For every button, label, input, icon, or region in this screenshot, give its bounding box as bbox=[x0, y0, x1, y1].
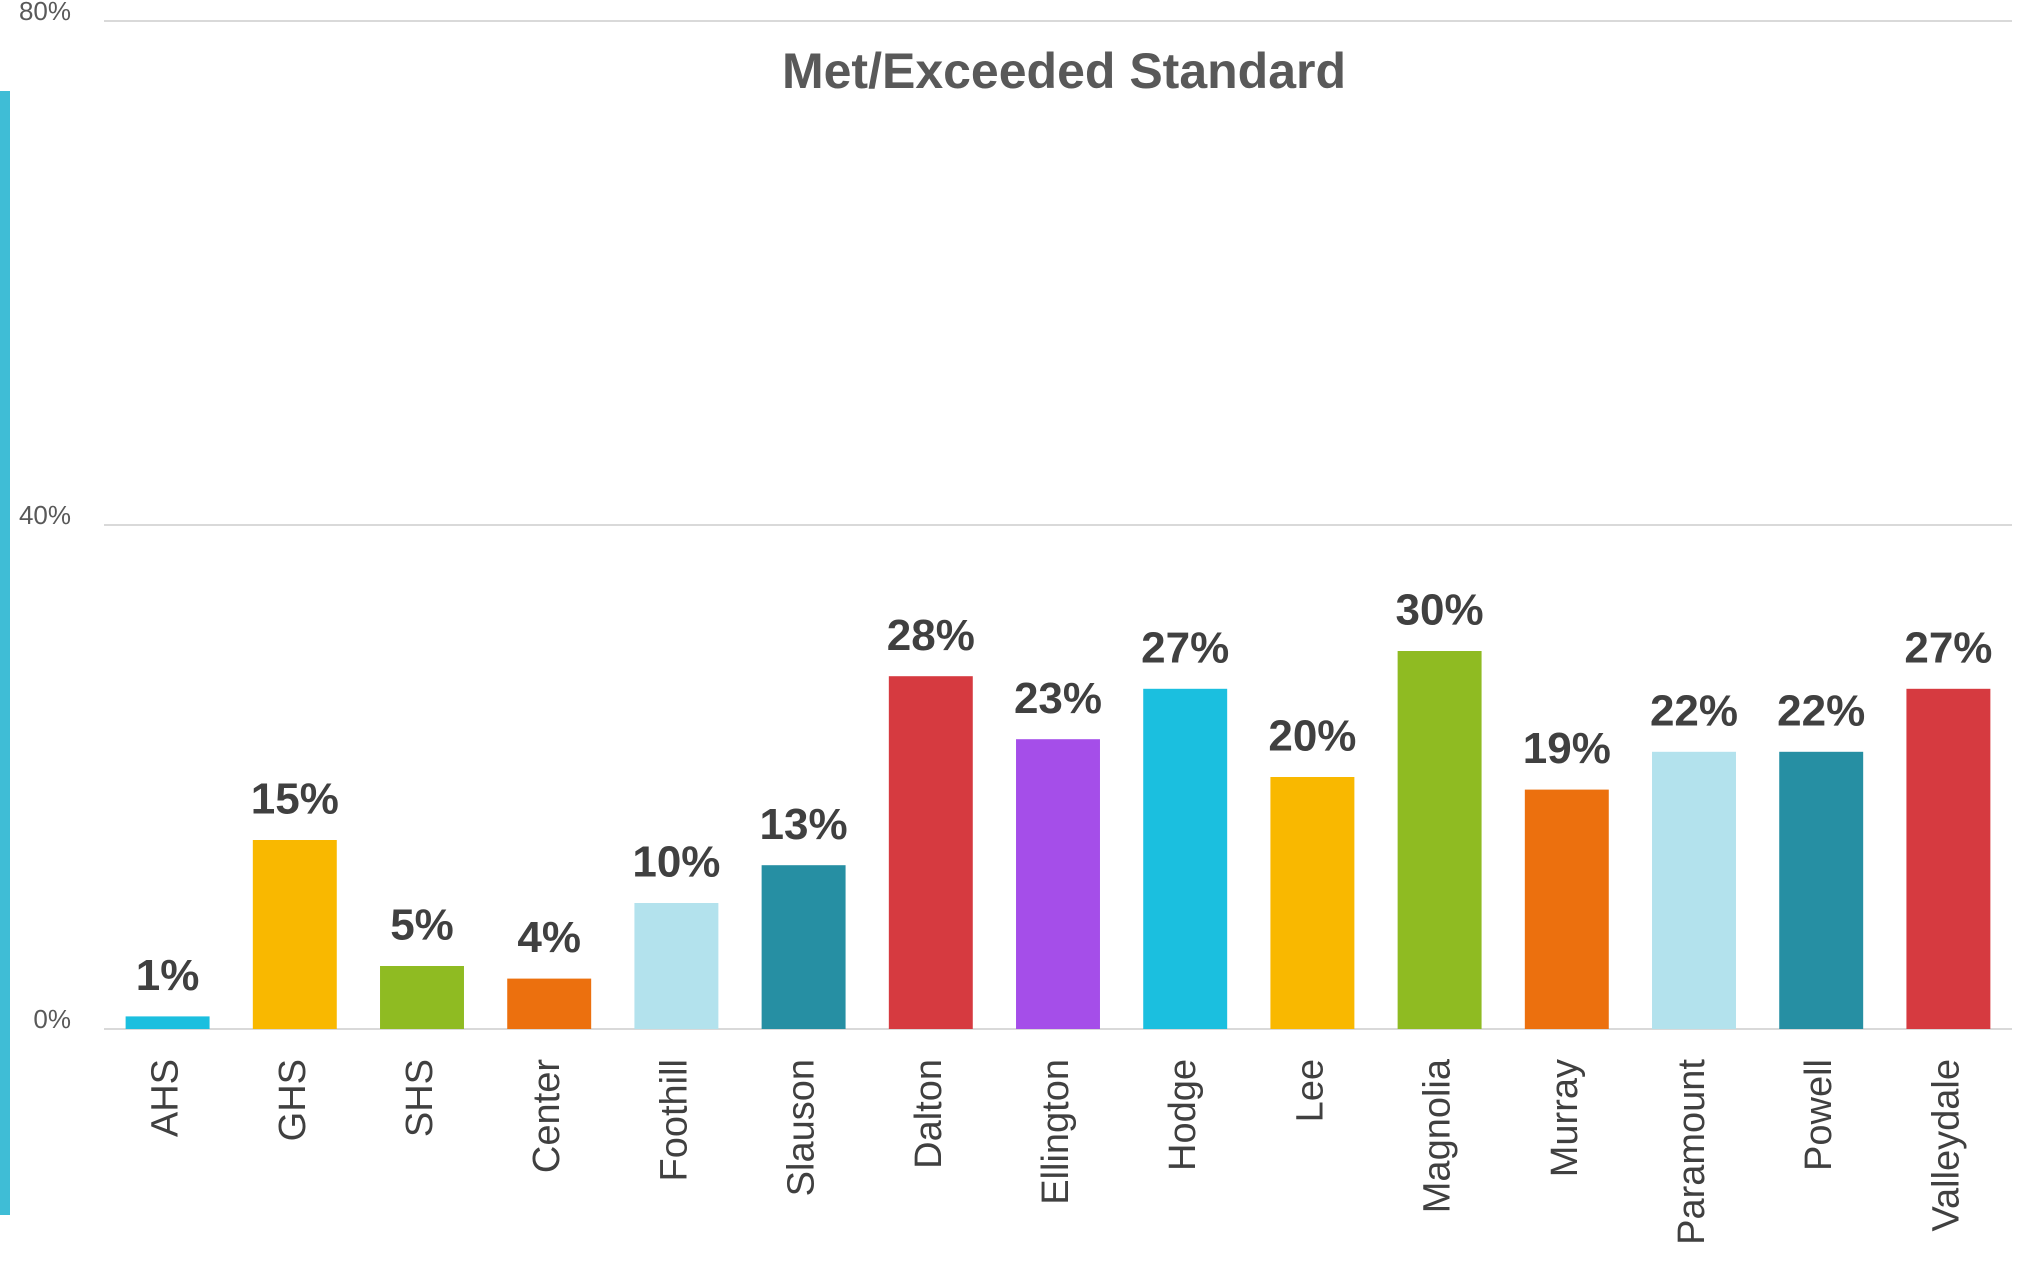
x-tick-label: Hodge bbox=[1162, 1059, 1204, 1171]
x-tick-label: Valleydale bbox=[1925, 1059, 1967, 1232]
data-label: 22% bbox=[1777, 686, 1865, 735]
x-tick-label: AHS bbox=[145, 1059, 187, 1137]
data-label: 22% bbox=[1650, 686, 1738, 735]
bar bbox=[634, 903, 719, 1029]
bar bbox=[888, 676, 973, 1029]
bar bbox=[1143, 688, 1228, 1029]
data-label: 27% bbox=[1904, 623, 1992, 672]
data-label: 23% bbox=[1014, 674, 1102, 723]
side-accent bbox=[0, 91, 10, 1215]
data-label: 13% bbox=[760, 800, 848, 849]
x-tick-label: Powell bbox=[1798, 1059, 1840, 1171]
bar bbox=[1652, 751, 1736, 1029]
data-label: 28% bbox=[887, 611, 975, 660]
bar bbox=[1397, 651, 1482, 1029]
data-label: 5% bbox=[390, 901, 454, 950]
x-tick-label: Magnolia bbox=[1417, 1058, 1459, 1213]
bar bbox=[1016, 739, 1100, 1029]
y-tick-label: 80% bbox=[19, 0, 71, 26]
x-tick-label: Center bbox=[526, 1059, 568, 1173]
data-label: 19% bbox=[1523, 724, 1611, 773]
bar bbox=[380, 966, 464, 1029]
data-label: 10% bbox=[632, 838, 720, 887]
y-tick-label: 0% bbox=[33, 1004, 71, 1034]
data-label: 1% bbox=[136, 951, 200, 1000]
bar bbox=[1524, 789, 1609, 1029]
bar bbox=[1779, 751, 1864, 1029]
x-tick-label: Foothill bbox=[653, 1059, 695, 1182]
bar bbox=[1906, 688, 1991, 1029]
bar bbox=[507, 978, 592, 1029]
data-label: 30% bbox=[1396, 586, 1484, 635]
bar bbox=[761, 865, 846, 1029]
x-tick-label: Ellington bbox=[1035, 1059, 1077, 1205]
x-tick-label: Murray bbox=[1544, 1059, 1586, 1177]
x-tick-label: Dalton bbox=[908, 1059, 950, 1169]
x-tick-label: GHS bbox=[272, 1059, 314, 1141]
x-tick-label: Slauson bbox=[781, 1059, 823, 1196]
data-label: 20% bbox=[1268, 712, 1356, 761]
x-tick-label: Paramount bbox=[1671, 1059, 1713, 1245]
x-tick-label: SHS bbox=[399, 1059, 441, 1137]
x-tick-label: Lee bbox=[1289, 1059, 1331, 1122]
data-label: 4% bbox=[517, 913, 581, 962]
data-label: 15% bbox=[251, 775, 339, 824]
y-tick-label: 40% bbox=[19, 500, 71, 530]
chart-title: Met/Exceeded Standard bbox=[782, 43, 1346, 99]
bar bbox=[125, 1016, 210, 1029]
data-label: 27% bbox=[1141, 623, 1229, 672]
bar bbox=[252, 840, 337, 1029]
bar bbox=[1270, 777, 1355, 1029]
